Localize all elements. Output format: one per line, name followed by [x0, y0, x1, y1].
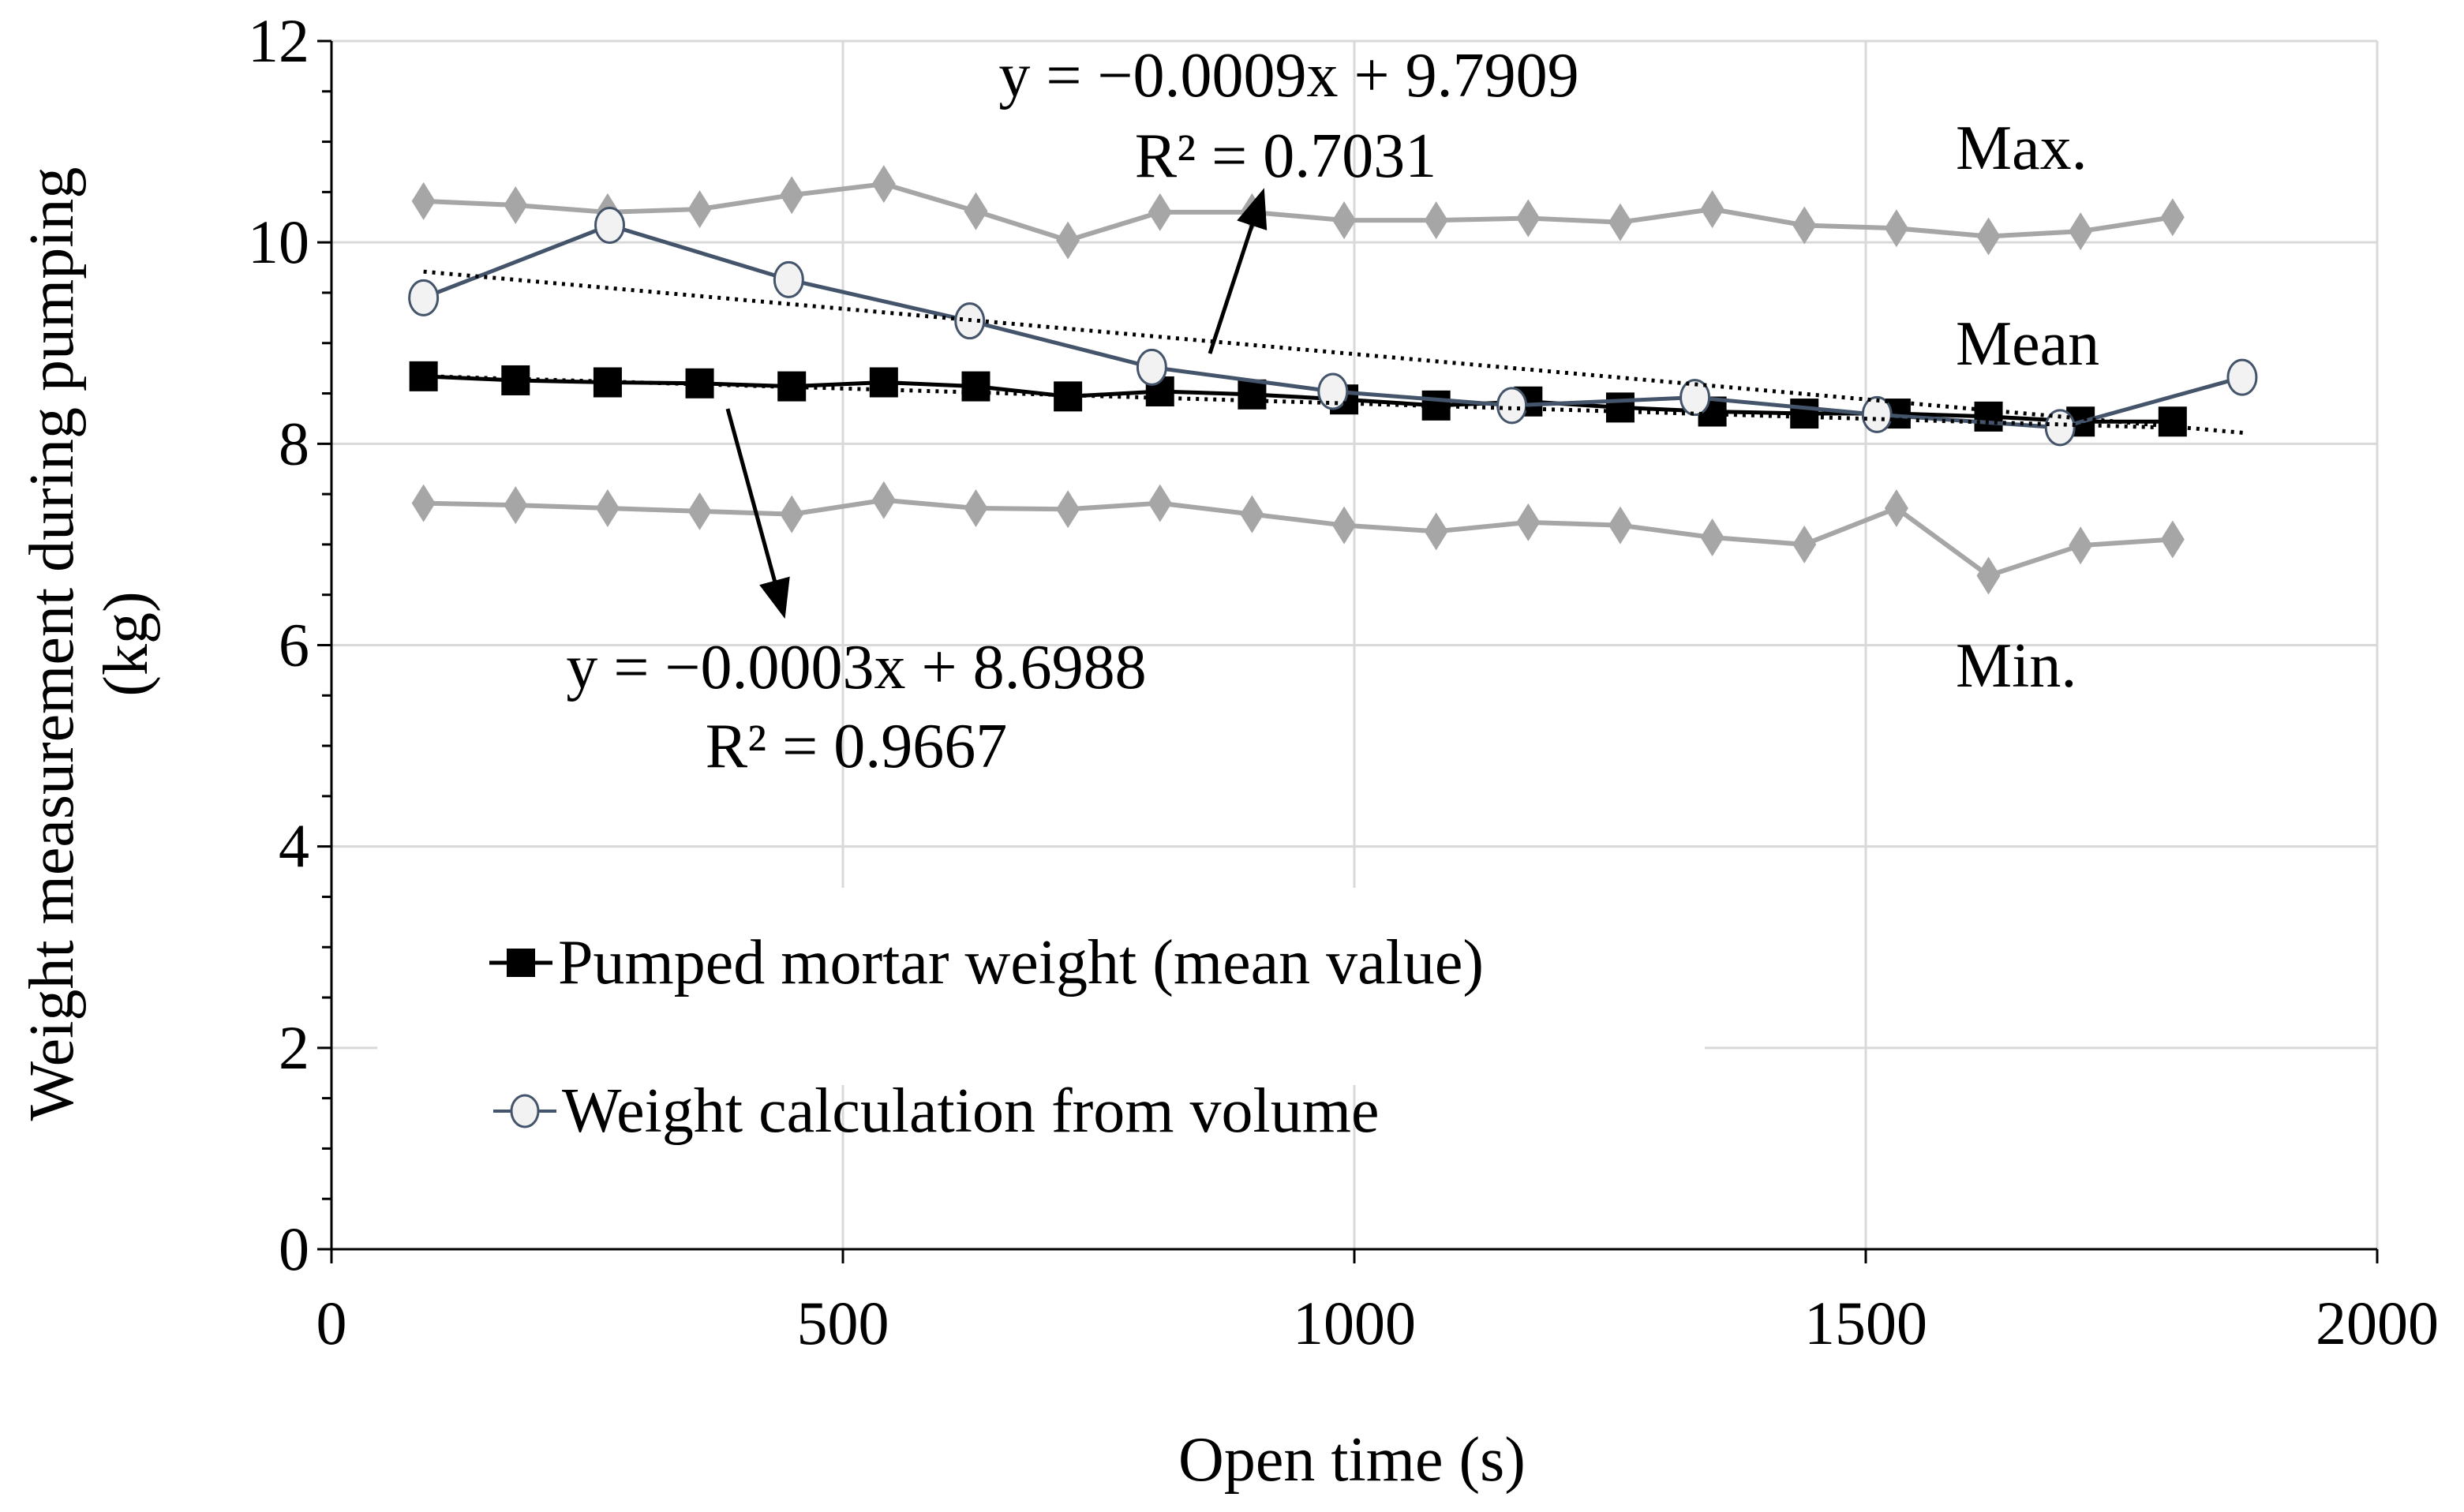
- series-line: [423, 182, 2174, 243]
- trendline-equation-mean: y = −0.0003x + 8.6988: [566, 633, 1146, 702]
- data-point-square: [869, 367, 898, 398]
- x-tick-label: 1500: [1804, 1289, 1927, 1357]
- y-tick-label: 2: [279, 1013, 309, 1082]
- data-point-diamond: [1608, 203, 1632, 241]
- axes: 0 2 4 6 8 10 12 0 500 1000 1500 2000: [248, 6, 2439, 1357]
- data-point-square: [961, 371, 990, 402]
- data-point-diamond: [1148, 193, 1172, 231]
- data-point-diamond: [1424, 512, 1448, 551]
- data-point-diamond: [504, 185, 528, 224]
- data-point-diamond: [1516, 503, 1541, 541]
- series-circle: [408, 206, 2258, 447]
- y-tick-label: 8: [279, 409, 309, 477]
- data-point-diamond: [687, 190, 712, 229]
- data-point-diamond: [411, 182, 436, 220]
- data-point-diamond: [1792, 206, 1817, 245]
- data-point-diamond: [1976, 556, 2001, 595]
- data-point-diamond: [780, 176, 804, 215]
- series-line: [423, 497, 2173, 578]
- data-point-diamond: [595, 488, 620, 527]
- label-max: Max.: [1956, 114, 2088, 183]
- data-point-circle: [2226, 358, 2258, 396]
- data-point-square: [1790, 399, 1819, 429]
- data-point-diamond: [1516, 199, 1541, 238]
- arrow-to-mean-trend-label: [725, 408, 790, 619]
- trendline: [423, 269, 2245, 436]
- y-axis-title-line1: Weight measurement during pumping: [17, 167, 87, 1121]
- x-tick-label: 1000: [1293, 1289, 1416, 1357]
- data-point-diamond: [871, 481, 896, 519]
- series-group: [408, 165, 2258, 595]
- data-point-diamond: [871, 165, 896, 204]
- data-point-diamond: [1056, 490, 1080, 529]
- y-tick-label: 4: [279, 812, 309, 881]
- data-point-square: [685, 368, 714, 399]
- data-point-diamond: [2069, 212, 2093, 251]
- data-point-circle: [594, 206, 626, 244]
- trendlines: [423, 269, 2245, 436]
- legend-label-mean: Pumped mortar weight (mean value): [558, 928, 1484, 997]
- legend-label-volume: Weight calculation from volume: [562, 1076, 1379, 1146]
- data-point-circle: [1136, 348, 1167, 386]
- data-point-circle: [1496, 387, 1528, 425]
- data-point-diamond: [2160, 520, 2185, 559]
- data-point-diamond: [2069, 526, 2093, 565]
- data-point-square: [1238, 379, 1267, 410]
- y-tick-label: 6: [279, 611, 309, 679]
- data-point-diamond: [1332, 506, 1357, 545]
- data-point-circle: [1861, 395, 1893, 433]
- data-point-square: [1421, 390, 1451, 421]
- legend-circle-marker: [510, 1094, 540, 1128]
- data-point-diamond: [1056, 221, 1080, 260]
- x-tick-label: 500: [797, 1289, 889, 1357]
- y-tick-label: 12: [248, 6, 309, 75]
- data-point-square: [1974, 401, 2003, 432]
- y-tick-label: 0: [279, 1214, 309, 1283]
- data-point-diamond: [1424, 201, 1448, 240]
- x-axis-title: Open time (s): [1178, 1425, 1526, 1495]
- data-point-diamond: [1240, 495, 1264, 533]
- label-min: Min.: [1956, 631, 2076, 701]
- y-axis-title-line2: (kg): [92, 591, 161, 696]
- trendline-r2-volume: R² = 0.7031: [1135, 122, 1436, 191]
- label-mean: Mean: [1956, 309, 2099, 379]
- data-point-circle: [1317, 372, 1349, 410]
- legend: Pumped mortar weight (mean value) Weight…: [489, 928, 1484, 1146]
- data-point-diamond: [1700, 518, 1724, 556]
- data-point-diamond: [1976, 217, 2001, 256]
- data-point-diamond: [1884, 488, 1908, 527]
- data-point-circle: [408, 279, 440, 316]
- data-point-diamond: [411, 484, 436, 522]
- data-point-diamond: [964, 488, 988, 527]
- legend-background: [377, 888, 1705, 1085]
- data-point-square: [2158, 406, 2187, 437]
- data-point-diamond: [964, 192, 988, 230]
- data-point-diamond: [1700, 190, 1724, 229]
- data-point-diamond: [1792, 525, 1817, 563]
- data-point-diamond: [2160, 198, 2185, 237]
- data-point-square: [1605, 392, 1635, 423]
- data-point-diamond: [687, 492, 712, 530]
- trendline-equation-volume: y = −0.0009x + 9.7909: [998, 41, 1578, 110]
- data-point-diamond: [1332, 201, 1357, 240]
- legend-square-marker: [507, 949, 535, 977]
- data-point-diamond: [1884, 209, 1908, 248]
- data-point-diamond: [780, 495, 804, 533]
- data-point-square: [501, 365, 530, 395]
- arrow-to-volume-trend-label: [1208, 188, 1268, 354]
- series-diamond: [411, 481, 2185, 595]
- y-tick-label: 10: [248, 208, 309, 276]
- data-point-circle: [773, 260, 804, 298]
- x-tick-label: 0: [316, 1289, 347, 1357]
- gridlines: [331, 39, 2379, 1249]
- data-point-diamond: [1608, 506, 1632, 545]
- trendline-r2-mean: R² = 0.9667: [706, 712, 1007, 781]
- x-tick-label: 2000: [2316, 1289, 2439, 1357]
- data-point-circle: [1679, 379, 1711, 417]
- data-point-diamond: [504, 486, 528, 525]
- data-point-diamond: [1148, 484, 1172, 522]
